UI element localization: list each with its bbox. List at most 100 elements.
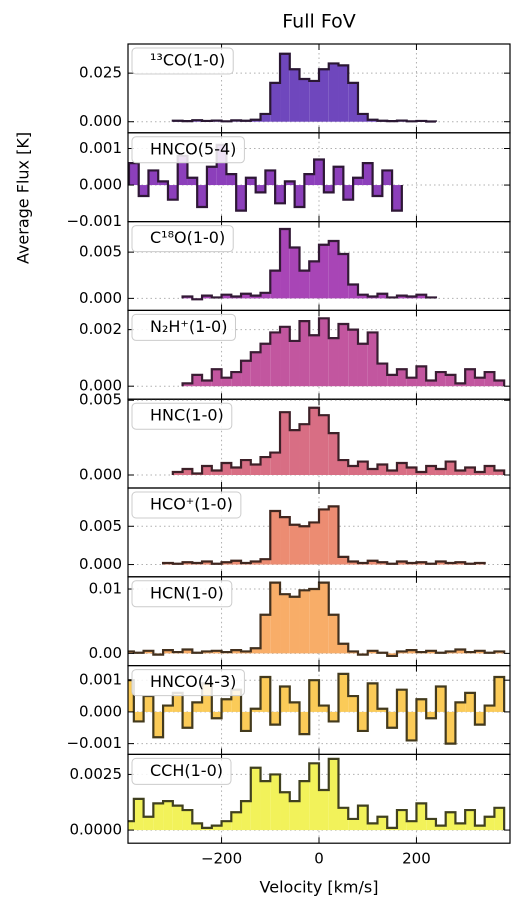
channel-bar [494,677,505,712]
channel-bar [474,711,485,725]
channel-bar [445,812,456,831]
channel-bar [241,460,251,475]
channel-bar [299,781,310,831]
spectrum-outline [128,581,506,658]
channel-bar [357,461,368,475]
channel-bar [319,244,329,299]
channel-bar [280,594,290,654]
y-tick-label: 0.000 [79,176,122,194]
channel-bar [348,561,358,565]
channel-bar [138,185,149,197]
channel-bar [245,177,256,186]
figure-title: Full FoV [282,11,355,33]
channel-bar [299,424,310,475]
x-tick-label: 0 [314,850,324,868]
channel-bar [416,803,427,831]
channel-bar [387,711,397,728]
y-tick-label: 0.000 [79,555,122,573]
channel-bar [299,270,310,299]
channel-bar [465,467,475,475]
channel-bar [299,526,310,565]
channel-bar [250,767,261,831]
channel-bar [348,466,358,475]
channel-bar [406,650,417,654]
channel-bar [392,185,402,211]
channel-bar [143,696,154,712]
panel [128,399,510,488]
channel-bar [309,407,319,475]
channel-bar [338,807,349,831]
channel-bar [343,185,354,200]
panel [128,488,510,577]
channel-bar [250,464,261,475]
channel-bar [357,805,368,831]
channel-bar [319,705,329,712]
channel-bar [250,648,261,654]
channel-bar [299,78,310,122]
channel-bar [357,113,368,122]
x-tick-label: 200 [402,850,431,868]
channel-bar [377,293,388,299]
channel-bar [221,821,232,831]
panel-label: HCO⁺(1-0) [150,495,233,514]
channel-bar [396,561,407,565]
channel-bar [221,463,232,475]
channel-bar [289,801,300,831]
x-tick-label: −200 [201,850,242,868]
channel-bar [426,711,436,719]
channel-bar [211,470,222,475]
channel-bar [309,80,319,122]
channel-bar [280,326,290,387]
channel-bar [221,377,232,387]
channel-bar [348,284,358,299]
channel-bar [348,82,358,122]
channel-bar [294,185,305,207]
channel-bar [260,343,271,387]
spectrum-outline [128,143,403,212]
channel-bar [396,295,407,299]
label-box [131,580,233,608]
channel-bar [206,166,217,186]
channel-bar [377,464,388,475]
channel-bar [289,596,300,654]
channel-bar [192,702,203,712]
channel-bar [465,369,475,387]
channel-bar [289,247,300,299]
spectrum-outline [128,757,506,831]
channel-bar [241,293,251,299]
channel-bar [260,559,271,565]
channel-bar [416,294,427,299]
channel-bar [250,352,261,387]
channel-bar [338,65,349,122]
channel-bar [387,827,397,831]
y-tick-label: −0.001 [66,734,122,752]
channel-bar [314,159,324,186]
channel-bar [367,650,378,654]
channel-bar [270,510,281,565]
channel-bar [143,816,154,831]
label-box [131,757,232,785]
channel-bar [270,452,281,475]
channel-bar [406,711,417,741]
channel-bar [338,460,349,475]
channel-bar [192,823,203,831]
channel-bar [241,801,251,831]
channel-bar [319,509,329,565]
channel-bar [309,680,319,712]
channel-bar [280,686,290,712]
channel-bar [236,185,246,211]
channel-bar [435,561,446,565]
channel-bar [299,321,310,387]
channel-bar [182,383,193,387]
channel-bar [377,816,388,831]
channel-bar [387,470,397,475]
channel-bar [328,338,339,387]
label-box [131,136,245,164]
channel-bar [435,469,446,475]
channel-bar [289,702,300,712]
channel-bar [319,69,329,122]
channel-bar [182,810,193,831]
y-tick-label: 0.01 [89,580,122,598]
panel-label: CCH(1-0) [150,761,223,780]
channel-bar [187,177,198,186]
